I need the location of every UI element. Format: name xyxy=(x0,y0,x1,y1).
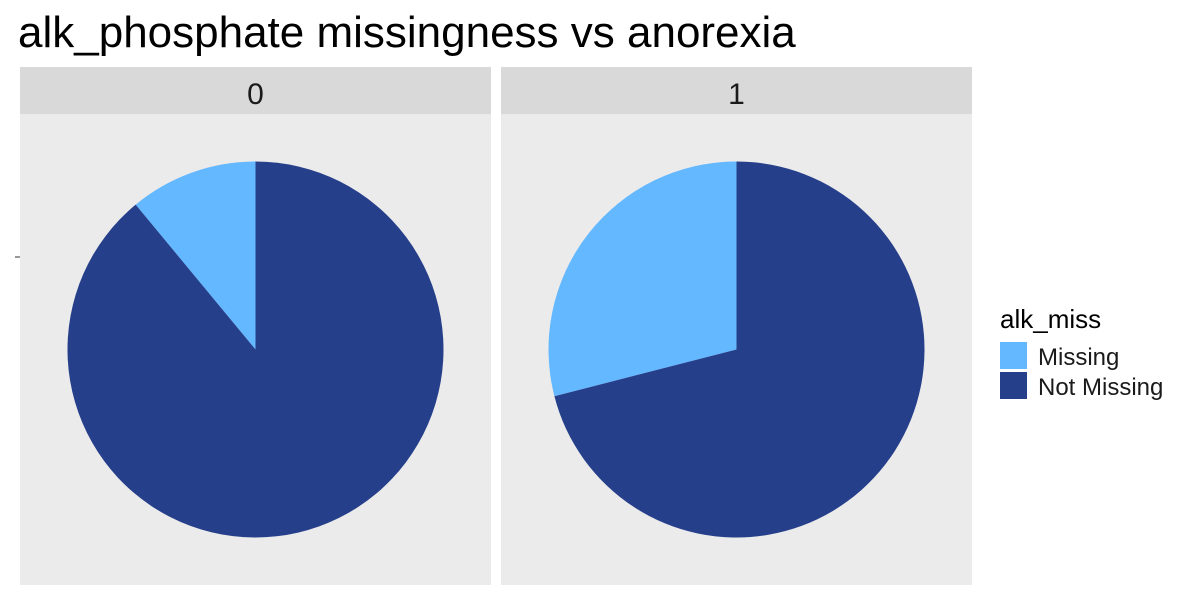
pie-slice-1-missing xyxy=(548,161,737,397)
pie-slice-1-not-missing xyxy=(554,161,925,538)
facet-panel-1: 1 xyxy=(501,67,972,585)
facet-panel-0: 0 xyxy=(20,67,491,585)
legend-title: alk_miss xyxy=(1000,304,1101,334)
pie-slice-0-not-missing xyxy=(67,161,444,538)
pie-0 xyxy=(67,161,444,538)
pie-slice-0-missing xyxy=(135,161,256,350)
facet-strip-0 xyxy=(20,67,491,114)
facet-strip-label-1: 1 xyxy=(728,78,745,111)
chart-title: alk_phosphate missingness vs anorexia xyxy=(18,8,796,57)
facet-strip-1 xyxy=(501,67,972,114)
legend-label-missing: Missing xyxy=(1038,344,1119,371)
legend-label-not-missing: Not Missing xyxy=(1038,374,1163,401)
legend-swatch-missing xyxy=(1000,342,1027,369)
legend: alk_miss Missing Not Missing xyxy=(1000,304,1163,401)
pie-1 xyxy=(548,161,925,538)
legend-swatch-not-missing xyxy=(1000,372,1027,399)
facet-strip-label-0: 0 xyxy=(247,78,264,111)
